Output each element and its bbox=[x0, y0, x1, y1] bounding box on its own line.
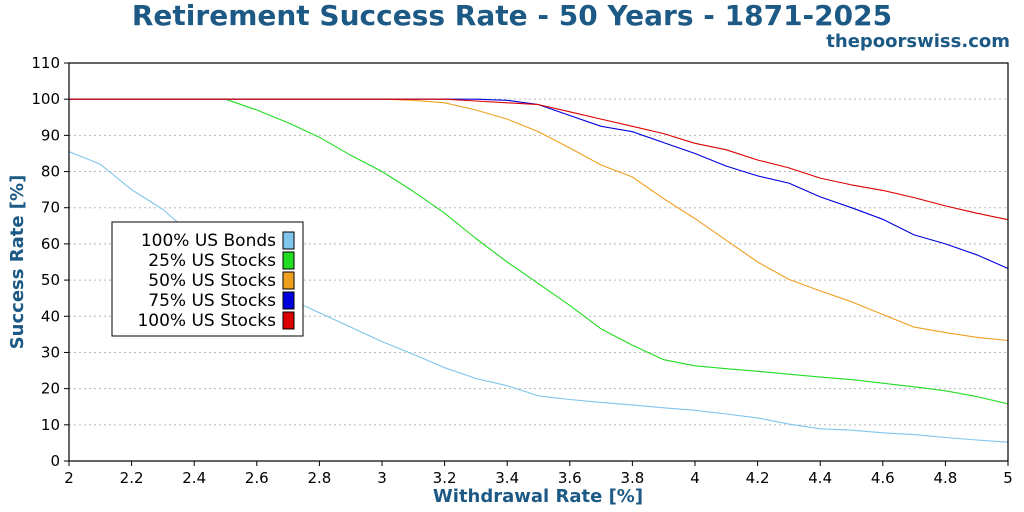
legend-swatch bbox=[282, 251, 295, 270]
x-tick-label: 5 bbox=[1003, 469, 1013, 487]
y-tick-label: 30 bbox=[41, 343, 60, 361]
x-tick-label: 3.8 bbox=[620, 469, 644, 487]
y-tick-label: 110 bbox=[31, 54, 60, 72]
x-ticks: 2 2.2 2.4 2.6 2.8 3 3.2 3.4 3.6 3.8 4 4.2 4.4 4.6 4.8 5 bbox=[64, 461, 1013, 487]
x-tick-label: 4.6 bbox=[871, 469, 895, 487]
y-tick-label: 50 bbox=[41, 271, 60, 289]
legend-label: 100% US Bonds bbox=[141, 231, 276, 251]
y-ticks: 0 10 20 30 40 50 60 70 80 90 100 110 bbox=[31, 54, 69, 470]
chart-title: Retirement Success Rate - 50 Years - 187… bbox=[132, 0, 892, 32]
x-tick-label: 4.2 bbox=[746, 469, 770, 487]
y-tick-label: 0 bbox=[50, 452, 60, 470]
x-tick-label: 2.4 bbox=[182, 469, 206, 487]
x-tick-label: 2.8 bbox=[307, 469, 331, 487]
y-tick-label: 60 bbox=[41, 235, 60, 253]
series-layer bbox=[68, 98, 1009, 443]
x-tick-label: 4.4 bbox=[808, 469, 832, 487]
y-tick-label: 90 bbox=[41, 126, 60, 144]
x-tick-label: 4 bbox=[690, 469, 700, 487]
legend-box bbox=[111, 221, 304, 337]
legend-swatch bbox=[282, 311, 295, 330]
chart-subtitle: thepoorswiss.com bbox=[826, 31, 1010, 52]
legend-swatch bbox=[282, 231, 295, 250]
x-tick-label: 3.4 bbox=[495, 469, 519, 487]
x-tick-label: 2 bbox=[64, 469, 74, 487]
y-tick-label: 80 bbox=[41, 163, 60, 181]
x-tick-label: 3.2 bbox=[433, 469, 457, 487]
x-axis-label: Withdrawal Rate [%] bbox=[433, 486, 643, 507]
legend-label: 25% US Stocks bbox=[148, 251, 276, 271]
series-line-5 bbox=[69, 98, 1009, 221]
x-tick-label: 4.8 bbox=[933, 469, 957, 487]
y-tick-label: 100 bbox=[31, 90, 60, 108]
y-tick-label: 20 bbox=[41, 380, 60, 398]
legend-swatch bbox=[282, 291, 295, 310]
legend-swatch bbox=[282, 271, 295, 290]
x-tick-label: 3 bbox=[377, 469, 387, 487]
x-tick-label: 2.6 bbox=[245, 469, 269, 487]
legend-label: 100% US Stocks bbox=[137, 311, 276, 331]
y-axis-label: Success Rate [%] bbox=[7, 175, 28, 350]
x-tick-label: 2.2 bbox=[120, 469, 144, 487]
y-tick-label: 70 bbox=[41, 199, 60, 217]
y-tick-label: 40 bbox=[41, 307, 60, 325]
plot-frame bbox=[68, 62, 1009, 462]
y-tick-label: 10 bbox=[41, 416, 60, 434]
x-tick-label: 3.6 bbox=[558, 469, 582, 487]
legend-label: 75% US Stocks bbox=[148, 291, 276, 311]
legend-label: 50% US Stocks bbox=[148, 271, 276, 291]
